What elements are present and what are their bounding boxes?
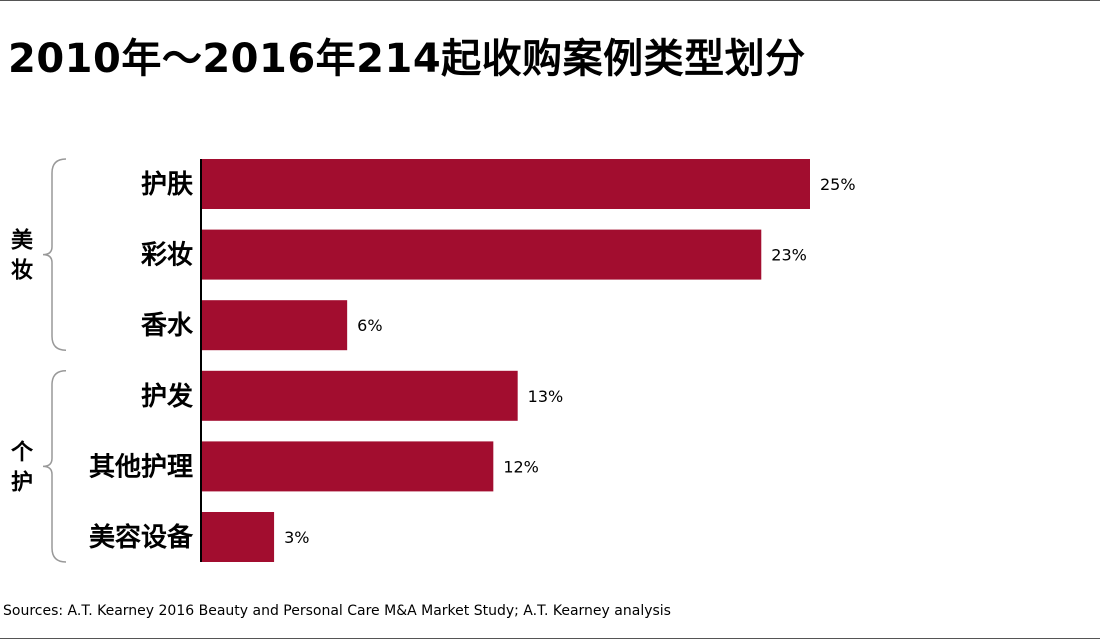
group-label-2-char-1: 个	[11, 440, 34, 465]
group-label-2-char-2: 护	[11, 470, 33, 495]
bar-3	[201, 300, 348, 351]
category-label-4: 护发	[141, 381, 193, 412]
bar-6	[201, 512, 275, 562]
bar-1	[201, 159, 810, 209]
bottom-rule	[0, 638, 1100, 639]
value-label-1: 25%	[820, 175, 856, 194]
bars	[201, 159, 810, 562]
category-label-6: 美容设备	[89, 522, 194, 553]
category-label-5: 其他护理	[89, 452, 193, 482]
value-label-2: 23%	[771, 246, 807, 265]
bar-5	[201, 441, 494, 492]
group-label-1-char-1: 美	[11, 228, 34, 254]
category-label-1: 护肤	[141, 170, 194, 200]
value-labels: 25% 23% 6% 13% 12% 3%	[284, 175, 855, 547]
category-label-2: 彩妆	[140, 241, 193, 271]
value-label-6: 3%	[284, 528, 309, 547]
top-rule	[0, 0, 1100, 1]
chart-title: 2010年～2016年214起收购案例类型划分	[8, 36, 806, 82]
category-label-3: 香水	[141, 311, 194, 341]
value-label-3: 6%	[357, 316, 382, 335]
bar-4	[201, 370, 518, 421]
bar-2	[201, 229, 762, 280]
group-bracket-1	[42, 158, 67, 351]
group-bracket-2	[42, 370, 67, 563]
value-label-4: 13%	[528, 387, 564, 406]
group-label-1-char-2: 妆	[11, 259, 33, 284]
group-brackets	[42, 158, 67, 563]
source-note: Sources: A.T. Kearney 2016 Beauty and Pe…	[3, 603, 671, 619]
value-label-5: 12%	[503, 457, 539, 476]
